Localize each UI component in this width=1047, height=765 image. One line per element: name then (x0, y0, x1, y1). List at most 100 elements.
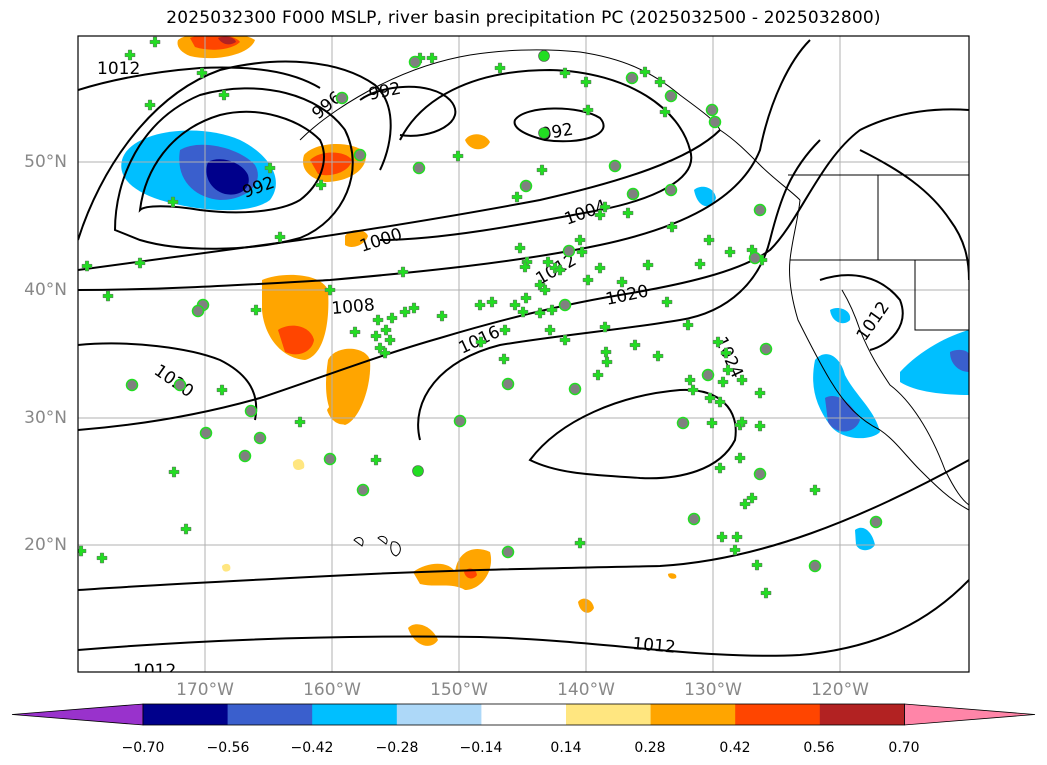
station-cross-marker (81, 260, 93, 272)
station-cross-marker (722, 364, 734, 376)
station-circle-marker (759, 342, 773, 356)
station-circle-marker (626, 187, 640, 201)
station-circle-marker (562, 244, 576, 258)
station-cross-marker (712, 336, 724, 348)
station-cross-marker (714, 462, 726, 474)
colorbar-segment (481, 704, 567, 725)
station-circle-marker (408, 55, 422, 69)
station-cross-marker (754, 387, 766, 399)
station-cross-marker (167, 196, 179, 208)
station-cross-marker (754, 420, 766, 432)
station-cross-marker (384, 334, 396, 346)
station-circle-marker (238, 449, 252, 463)
station-circle-marker (676, 416, 690, 430)
station-circle-marker (568, 382, 582, 396)
station-cross-marker (372, 314, 384, 326)
isobar-label: 1012 (133, 661, 176, 681)
station-cross-marker (196, 67, 208, 79)
station-cross-marker (601, 356, 613, 368)
station-cross-marker (96, 552, 108, 564)
lon-label: 120°W (811, 680, 869, 700)
station-cross-marker (436, 310, 448, 322)
colorbar-segment (227, 704, 313, 725)
station-cross-marker (559, 334, 571, 346)
station-circle-marker (501, 377, 515, 391)
station-cross-marker (294, 416, 306, 428)
station-cross-marker (216, 384, 228, 396)
station-cross-marker (746, 244, 758, 256)
station-circle-marker (353, 148, 367, 162)
station-cross-marker (180, 523, 192, 535)
station-cross-marker (315, 179, 327, 191)
station-cross-marker (124, 49, 136, 61)
station-circle-marker (708, 115, 722, 129)
station-cross-marker (517, 306, 529, 318)
station-cross-marker (144, 99, 156, 111)
station-circle-marker (748, 251, 762, 265)
station-cross-marker (684, 374, 696, 386)
station-cross-marker (682, 319, 694, 331)
station-cross-marker (168, 466, 180, 478)
isobar-label: 1012 (853, 298, 894, 345)
station-cross-marker (594, 209, 606, 221)
station-cross-marker (594, 262, 606, 274)
station-cross-marker (559, 67, 571, 79)
station-circle-marker (501, 545, 515, 559)
station-cross-marker (724, 246, 736, 258)
colorbar-arrow-right (904, 703, 1036, 726)
station-circle-marker (701, 368, 715, 382)
colorbar-segment (143, 704, 229, 725)
station-circle-marker (519, 179, 533, 193)
colorbar-segment (650, 704, 736, 725)
station-circle-marker (664, 183, 678, 197)
station-cross-marker (717, 376, 729, 388)
station-cross-marker (716, 531, 728, 543)
station-cross-marker (706, 417, 718, 429)
lat-label: 20°N (24, 535, 67, 555)
colorbar-segment (566, 704, 652, 725)
isobar-label: 1012 (97, 59, 140, 79)
station-cross-marker (616, 276, 628, 288)
lon-label: 140°W (557, 680, 615, 700)
station-circle-marker (253, 431, 267, 445)
station-cross-marker (475, 336, 487, 348)
station-cross-marker (102, 290, 114, 302)
station-cross-marker (600, 346, 612, 358)
station-cross-marker (149, 36, 161, 48)
station-cross-marker (134, 257, 146, 269)
station-cross-marker (426, 52, 438, 64)
isobar-label: 1020 (150, 361, 197, 402)
station-cross-marker (760, 587, 772, 599)
station-cross-marker (642, 259, 654, 271)
station-circle-marker (323, 452, 337, 466)
station-cross-marker (809, 484, 821, 496)
station-cross-marker (703, 234, 715, 246)
station-cross-marker (264, 162, 276, 174)
coastlines (299, 49, 969, 557)
station-cross-marker (734, 452, 746, 464)
station-cross-marker (652, 350, 664, 362)
colorbar-segment (312, 704, 398, 725)
isobar-label: 1008 (331, 295, 376, 319)
lon-label: 150°W (430, 680, 488, 700)
station-circle-marker (125, 378, 139, 392)
station-cross-marker (514, 242, 526, 254)
colorbar-frame (142, 703, 905, 726)
lat-label: 30°N (24, 408, 67, 428)
station-cross-marker (574, 537, 586, 549)
station-circle-marker (199, 426, 213, 440)
station-cross-marker (408, 302, 420, 314)
station-circle-marker (608, 159, 622, 173)
station-cross-marker (78, 545, 87, 557)
station-cross-marker (499, 324, 511, 336)
lon-label: 170°W (176, 680, 234, 700)
station-cross-marker (544, 324, 556, 336)
colorbar (11, 703, 1036, 726)
station-cross-marker (714, 396, 726, 408)
station-cross-marker (629, 339, 641, 351)
isobars (78, 39, 969, 657)
station-cross-marker (731, 531, 743, 543)
colorbar-segment (819, 704, 905, 725)
station-circle-marker (356, 483, 370, 497)
